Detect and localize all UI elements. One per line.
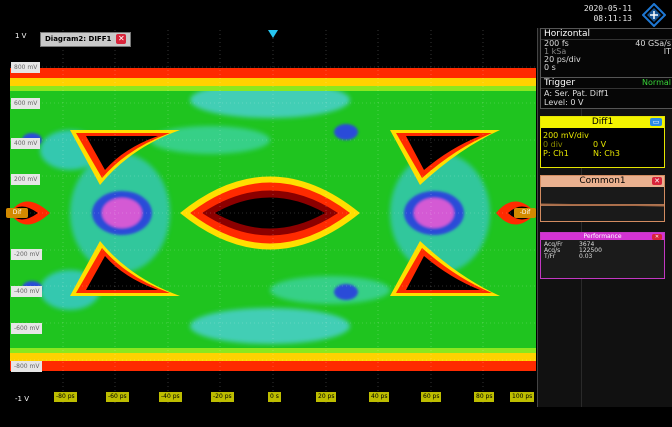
diff1-scale: 200 mV/div <box>543 131 589 140</box>
y-label: 400 mV <box>11 138 41 149</box>
perf-value: 0.03 <box>579 253 593 260</box>
y-label: -800 mV <box>11 361 43 372</box>
date-text: 2020-05-11 <box>583 4 632 13</box>
trigger-level: Level: 0 V <box>544 98 584 107</box>
eye-diagram-plot <box>10 30 536 406</box>
eye-diagram-area[interactable] <box>10 30 536 406</box>
trigger-mode: Normal <box>642 78 671 87</box>
scale-top-label: 1 V <box>15 32 27 40</box>
performance-title: Performance <box>583 233 622 240</box>
diff1-panel[interactable]: Diff1 ▭ 200 mV/div 0 div 0 V P: Ch1 N: C… <box>540 116 665 168</box>
diff1-offset-volt: 0 V <box>593 140 607 149</box>
common1-panel[interactable]: Common1 ✕ <box>540 175 665 222</box>
y-label: 800 mV <box>11 62 41 73</box>
horizontal-panel[interactable]: Horizontal 200 fs 40 GSa/s 1 kSa IT 20 p… <box>540 28 672 78</box>
x-label: 60 ps <box>421 392 442 402</box>
close-icon[interactable]: ✕ <box>652 177 662 185</box>
scale-bottom-label: -1 V <box>15 395 29 403</box>
minimize-icon[interactable]: ▭ <box>650 118 662 126</box>
x-label: -20 ps <box>211 392 234 402</box>
y-label: 200 mV <box>11 174 41 185</box>
y-label: -400 mV <box>11 286 43 297</box>
close-icon[interactable]: ✕ <box>652 234 662 240</box>
edge-label-right[interactable]: -Dif <box>514 208 536 218</box>
bottom-bar <box>0 406 672 427</box>
diagram-title: Diagram2: DIFF1 <box>45 35 112 43</box>
diff1-title: Diff1 <box>591 117 614 127</box>
diff1-n-source: N: Ch3 <box>593 149 620 158</box>
datetime-display: 2020-05-11 08:11:13 <box>584 4 632 24</box>
time-per-div: 20 ps/div <box>544 55 581 64</box>
x-label: 80 ps <box>474 392 495 402</box>
trigger-source: A: Ser. Pat. Diff1 <box>544 89 609 98</box>
trigger-panel[interactable]: Trigger Normal A: Ser. Pat. Diff1 Level:… <box>540 77 672 109</box>
perf-value: 3674 <box>579 241 595 248</box>
x-label: -80 ps <box>54 392 77 402</box>
trigger-position-marker <box>268 30 278 38</box>
edge-label-left[interactable]: Dif <box>6 208 28 218</box>
x-label: 20 ps <box>316 392 337 402</box>
x-label: 40 ps <box>369 392 390 402</box>
diff1-offset: 0 div <box>543 140 563 149</box>
acq-mode: IT <box>663 47 671 56</box>
record-length: 1 kSa <box>544 47 567 56</box>
time-text: 08:11:13 <box>593 14 632 23</box>
top-bar: 2020-05-11 08:11:13 <box>0 0 672 30</box>
diff1-p-source: P: Ch1 <box>543 149 569 158</box>
y-label: -200 mV <box>11 249 43 260</box>
x-label: -40 ps <box>159 392 182 402</box>
diagram-tab[interactable]: Diagram2: DIFF1 ✕ <box>40 32 132 47</box>
perf-label: T/Fr <box>544 253 556 260</box>
sample-rate: 40 GSa/s <box>635 39 671 48</box>
trigger-title: Trigger <box>544 78 576 88</box>
performance-panel[interactable]: Performance ✕ Acq/Fr 3674 Acq/s 122500 T… <box>540 232 665 279</box>
perf-row: T/Fr 0.03 <box>544 254 661 260</box>
brand-logo-icon <box>642 3 666 27</box>
perf-row: Acq/Fr 3674 <box>544 242 661 248</box>
y-label: 600 mV <box>11 98 41 109</box>
x-label: 100 ps <box>510 392 535 402</box>
perf-label: Acq/s <box>544 247 561 254</box>
perf-row: Acq/s 122500 <box>544 248 661 254</box>
diagram-close-icon[interactable]: ✕ <box>116 34 127 44</box>
x-label: 0 s <box>268 392 281 402</box>
perf-value: 122500 <box>579 247 602 254</box>
y-label: -600 mV <box>11 323 43 334</box>
horizontal-title: Horizontal <box>541 29 672 40</box>
x-label: -60 ps <box>106 392 129 402</box>
common1-preview <box>540 203 665 207</box>
perf-label: Acq/Fr <box>544 241 563 248</box>
time-scale: 200 fs <box>544 39 569 48</box>
horizontal-position: 0 s <box>544 63 556 72</box>
common1-title: Common1 <box>579 176 626 186</box>
